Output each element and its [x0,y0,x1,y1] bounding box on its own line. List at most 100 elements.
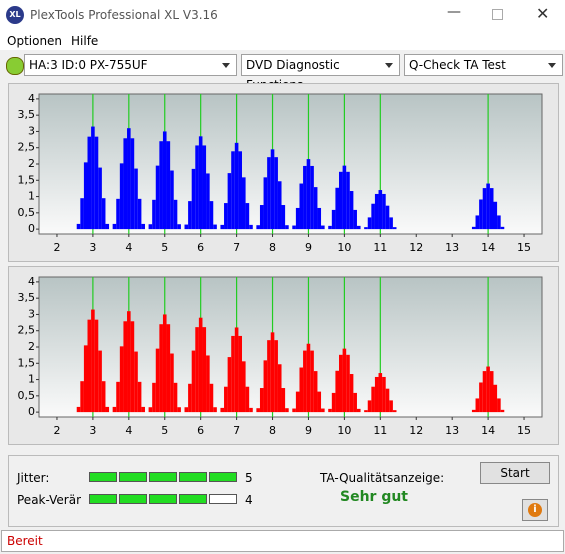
bar [141,406,145,413]
bar [220,224,225,230]
bar [91,309,95,413]
bar [198,136,203,230]
bar [213,224,217,230]
bar [256,408,260,413]
bar [274,157,278,230]
bar [101,381,106,413]
x-tick-label: 15 [517,241,531,254]
meter-segment [119,494,147,504]
x-tick-label: 5 [161,424,168,437]
meter-segment [89,472,117,482]
bar [497,215,501,230]
bar [382,193,386,230]
bar [159,141,163,230]
bar [292,408,296,413]
bar [238,335,242,413]
quality-value: Sehr gut [340,489,409,505]
x-tick-label: 5 [161,241,168,254]
meter-segment [149,472,177,482]
bar [306,343,311,413]
bar [184,407,189,413]
y-tick-label: 4 [28,92,35,105]
bar [317,207,322,230]
close-button[interactable]: ✕ [536,4,550,23]
bar [389,400,393,413]
bar [162,314,167,413]
peak-meter [89,494,249,506]
meter-segment [179,472,207,482]
function-select[interactable]: DVD Diagnostic Functions [241,54,400,92]
bar [328,225,332,230]
bar [392,227,397,230]
bar [227,357,232,413]
x-tick-label: 13 [445,241,459,254]
minimize-button[interactable]: — [447,4,461,20]
bar [382,376,386,413]
y-tick-label: 1,5 [18,173,36,186]
bar [213,407,217,413]
maximize-button[interactable] [492,9,503,20]
bar [119,163,124,230]
bar [267,157,271,230]
bar [206,173,210,230]
y-tick-label: 2 [28,157,35,170]
x-tick-label: 8 [269,241,276,254]
info-button[interactable]: i [522,499,548,521]
chart: 2 3 4 5 6 7 8 9 10 11 12 13 14 15 0 0,5 1 1,5 2 2,5 3 3,5 4 [18,92,543,254]
bar [166,324,171,413]
bar [148,224,153,230]
meter-segment [209,494,237,504]
bar [471,226,476,230]
bar [188,383,192,413]
bar [374,193,379,230]
menu-item[interactable]: Hilfe [71,34,99,48]
bar [493,384,498,413]
start-button[interactable]: Start [480,462,550,484]
x-tick-label: 7 [233,424,240,437]
drive-select[interactable]: HA:3 ID:0 PX-755UF [24,54,237,76]
jitter-value: 5 [245,471,253,485]
bar [76,223,81,230]
bar [188,201,192,230]
bar [378,190,383,230]
bar [177,224,181,230]
bar [148,407,153,413]
bar [241,361,246,413]
menu-item[interactable]: Optionen [7,34,63,48]
bar [141,223,145,230]
bar [367,400,372,413]
x-tick-label: 14 [481,424,495,437]
bar [127,128,131,230]
results-panel: Jitter: 5 Peak-Veränderung: 4 TA-Qualitä… [8,455,559,527]
y-tick-label: 0 [28,222,35,235]
bar [367,217,372,230]
bar [277,181,282,230]
x-tick-label: 9 [305,241,312,254]
x-tick-label: 2 [53,241,60,254]
x-tick-label: 6 [197,424,204,437]
y-tick-label: 0,5 [18,206,36,219]
y-tick-label: 3 [28,124,35,137]
bar [346,354,350,413]
x-tick-label: 4 [125,241,132,254]
bar [385,205,390,230]
bar [134,351,138,413]
bar [263,177,268,230]
x-tick-label: 10 [337,241,351,254]
bar [303,165,307,230]
bar [475,215,480,230]
bar [482,371,487,413]
bar [392,410,397,413]
bar [328,408,332,413]
test-select[interactable]: Q-Check TA Test [404,54,563,76]
bar [277,364,282,413]
bar [285,225,289,230]
y-tick-label: 1 [28,373,35,386]
bar [152,199,156,230]
bar [155,348,160,413]
drive-icon [6,57,24,75]
bar [101,198,106,230]
bar [80,381,84,413]
bar [231,335,235,413]
bar [202,145,207,230]
